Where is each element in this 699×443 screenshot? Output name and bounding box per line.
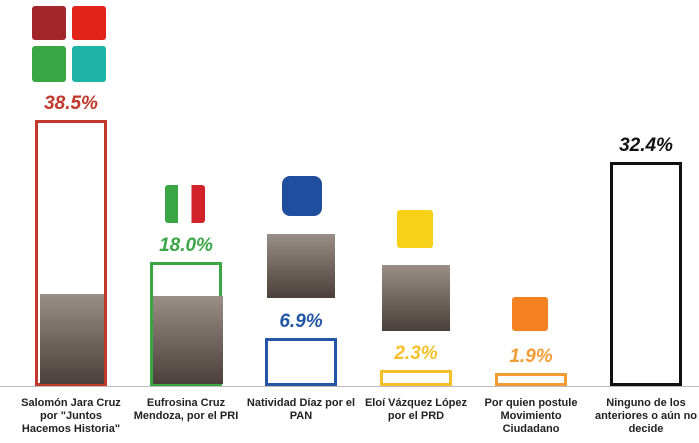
verde-logo [32,46,66,82]
category-label: Ninguno de los anteriores o aún no decid… [594,397,698,435]
pt-logo [72,6,106,40]
category-label: Eufrosina Cruz Mendoza, por el PRI [133,397,239,422]
pan-logo [282,176,322,216]
candidate-photo [40,294,104,384]
value-label: 1.9% [509,345,553,367]
category-label: Por quien postule Movimiento Ciudadano [484,397,578,435]
mc-logo [512,297,548,331]
value-label: 18.0% [159,234,213,256]
category-label: Eloí Vázquez López por el PRD [364,397,468,422]
value-label: 6.9% [279,311,323,333]
bar [610,162,682,386]
value-label: 38.5% [44,93,98,115]
bar [495,372,567,386]
category-label: Natividad Díaz por el PAN [246,397,356,422]
baseline [0,386,699,387]
alianza-logo [72,46,106,82]
candidate-photo [382,265,450,331]
pri-logo [165,185,205,223]
prd-logo [397,210,433,248]
bar [380,370,452,386]
value-label: 2.3% [394,343,438,365]
bar [265,338,337,386]
value-label: 32.4% [619,135,673,157]
candidate-photo [267,234,335,298]
category-label: Salomón Jara Cruz por "Juntos Hacemos Hi… [21,397,121,435]
candidate-photo [153,296,223,384]
morena-logo [32,6,66,40]
